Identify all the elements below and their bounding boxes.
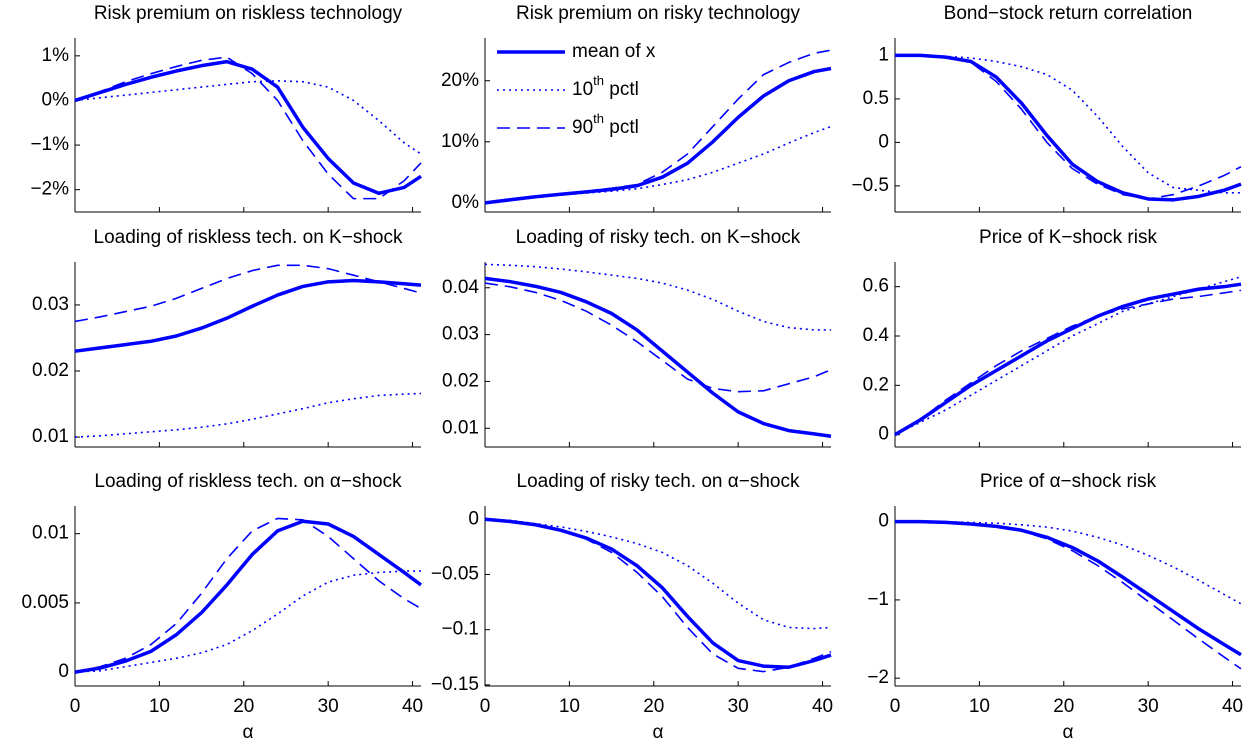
series-line xyxy=(484,276,832,438)
x-tick-label: 0 xyxy=(890,696,901,717)
panel-title: Loading of riskless tech. on K−shock xyxy=(94,227,403,248)
y-tick-label: 0.03 xyxy=(32,294,69,315)
y-tick-label: 0.005 xyxy=(21,592,69,613)
series-line xyxy=(484,517,832,669)
series-line xyxy=(484,49,832,204)
series-line xyxy=(895,520,1242,670)
x-axis-label: α xyxy=(1063,722,1074,743)
series-line xyxy=(894,276,1242,436)
x-tick-label: 20 xyxy=(233,696,254,717)
y-tick-label: 0.01 xyxy=(442,417,479,438)
legend-text-sup: th xyxy=(593,111,604,126)
y-tick-label: 0.01 xyxy=(32,426,69,447)
series-line xyxy=(484,518,832,673)
series-line xyxy=(895,519,1242,657)
x-axis-label: α xyxy=(653,722,664,743)
x-tick-label: 10 xyxy=(559,696,580,717)
series-line xyxy=(74,278,422,353)
series-line xyxy=(484,263,831,331)
y-tick-label: −1% xyxy=(30,134,69,155)
x-tick-label: 40 xyxy=(402,696,423,717)
x-tick-label: 20 xyxy=(643,696,664,717)
x-tick-label: 10 xyxy=(969,696,990,717)
panel-title: Risk premium on risky technology xyxy=(516,3,801,24)
series-line xyxy=(894,282,1242,437)
series-line xyxy=(895,520,1242,605)
x-tick-label: 0 xyxy=(480,696,491,717)
y-tick-label: −0.05 xyxy=(431,563,479,584)
x-tick-label: 40 xyxy=(1222,696,1243,717)
series-line xyxy=(74,519,423,674)
x-tick-label: 0 xyxy=(70,696,81,717)
y-tick-label: 0.2 xyxy=(863,374,889,395)
legend-text: 10th pctl xyxy=(572,73,639,100)
panel-title: Price of α−shock risk xyxy=(980,471,1157,492)
series-line xyxy=(894,289,1242,436)
legend-text: 90th pctl xyxy=(572,111,639,138)
y-tick-label: 1 xyxy=(878,44,889,65)
x-tick-label: 20 xyxy=(1053,696,1074,717)
x-axis-label: α xyxy=(243,722,254,743)
x-tick-label: 30 xyxy=(1138,696,1159,717)
y-tick-label: 10% xyxy=(441,131,479,152)
y-tick-label: 0.6 xyxy=(863,276,889,297)
y-tick-label: 0% xyxy=(42,89,70,110)
y-tick-label: −0.15 xyxy=(431,674,479,695)
y-tick-label: −0.1 xyxy=(441,619,479,640)
y-tick-label: −2% xyxy=(30,179,69,200)
legend-text: mean of x xyxy=(572,41,656,62)
series-line xyxy=(484,282,832,393)
y-tick-label: −1 xyxy=(867,589,889,610)
panel-title: Bond−stock return correlation xyxy=(944,3,1193,24)
y-tick-label: 0 xyxy=(58,661,69,682)
series-line xyxy=(484,518,832,630)
panel-title: Loading of risky tech. on K−shock xyxy=(516,227,801,248)
series-line xyxy=(74,392,422,438)
y-tick-label: 0% xyxy=(452,192,480,213)
series-line xyxy=(484,66,832,205)
y-tick-label: 0.04 xyxy=(442,277,479,298)
x-tick-label: 40 xyxy=(812,696,833,717)
y-tick-label: 0 xyxy=(878,131,889,152)
series-line xyxy=(74,80,422,155)
y-tick-label: 0.5 xyxy=(863,88,889,109)
series-line xyxy=(895,53,1242,202)
series-line xyxy=(74,264,422,323)
series-line xyxy=(74,56,422,200)
panel-title: Loading of riskless tech. on α−shock xyxy=(94,471,402,492)
series-line xyxy=(895,54,1242,200)
y-tick-label: 0 xyxy=(878,424,889,445)
legend-text-part: pctl xyxy=(604,117,639,138)
legend-text-part: pctl xyxy=(604,79,639,100)
series-line xyxy=(895,54,1241,194)
y-tick-label: −2 xyxy=(867,667,889,688)
legend-text-sup: th xyxy=(593,73,604,88)
x-tick-label: 30 xyxy=(728,696,749,717)
y-tick-label: 0.4 xyxy=(863,325,890,346)
x-tick-label: 30 xyxy=(318,696,339,717)
panel-title: Loading of risky tech. on α−shock xyxy=(517,471,800,492)
y-tick-label: 0 xyxy=(468,508,479,529)
x-tick-label: 10 xyxy=(149,696,170,717)
y-tick-label: 0.02 xyxy=(32,360,69,381)
y-tick-label: 1% xyxy=(42,45,70,66)
panel-title: Price of K−shock risk xyxy=(979,227,1157,248)
series-line xyxy=(484,125,832,204)
legend-text-part: 10 xyxy=(572,79,593,100)
y-tick-label: 0 xyxy=(878,511,889,532)
y-tick-label: 0.02 xyxy=(442,370,479,391)
y-tick-label: 0.01 xyxy=(32,523,69,544)
series-line xyxy=(74,517,422,673)
panel-title: Risk premium on riskless technology xyxy=(94,3,403,24)
series-line xyxy=(74,59,422,196)
y-tick-label: −0.5 xyxy=(851,175,889,196)
y-tick-label: 0.03 xyxy=(442,324,479,345)
series-line xyxy=(74,570,421,673)
y-tick-label: 20% xyxy=(441,70,479,91)
legend-text-part: 90 xyxy=(572,117,593,138)
